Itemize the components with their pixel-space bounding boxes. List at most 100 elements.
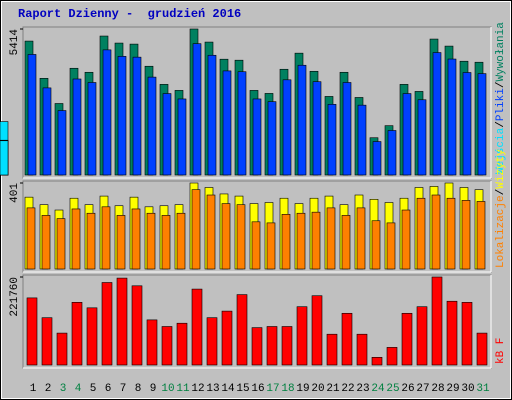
- bar: [462, 72, 472, 176]
- legend-entry: kB F: [495, 338, 507, 364]
- bar: [56, 332, 68, 366]
- bar: [297, 64, 307, 176]
- bar: [206, 194, 216, 270]
- bar: [311, 295, 323, 366]
- bar: [476, 201, 486, 270]
- x-tick-label: 28: [431, 383, 444, 395]
- bar: [431, 276, 443, 366]
- bar: [446, 300, 458, 366]
- bar: [42, 87, 52, 176]
- bar: [372, 141, 382, 176]
- bar: [326, 333, 338, 366]
- bar: [432, 52, 442, 176]
- x-tick-label: 11: [176, 383, 190, 395]
- bar: [116, 277, 128, 366]
- legend-entry: Pliki: [495, 88, 507, 121]
- bar: [326, 207, 336, 270]
- bar: [371, 220, 381, 270]
- bar: [341, 215, 351, 270]
- x-tick-label: 7: [120, 383, 127, 395]
- bar: [147, 76, 157, 176]
- bar: [461, 302, 473, 366]
- x-tick-label: 25: [386, 383, 399, 395]
- bar: [56, 218, 66, 270]
- bar: [177, 98, 187, 176]
- bar: [207, 54, 217, 176]
- bar: [146, 319, 158, 366]
- legend-entry: Wywołania: [495, 22, 507, 82]
- bar: [221, 203, 231, 270]
- bar: [191, 189, 201, 270]
- bar: [206, 317, 218, 366]
- bar: [266, 222, 276, 270]
- bar: [281, 214, 291, 270]
- bar: [461, 200, 471, 270]
- bar: [447, 58, 457, 176]
- bar: [131, 285, 143, 366]
- bar: [341, 312, 353, 366]
- bar: [371, 357, 383, 366]
- x-tick-label: 14: [221, 383, 235, 395]
- bar: [416, 197, 426, 270]
- bar: [191, 288, 203, 366]
- x-tick-label: 10: [161, 383, 174, 395]
- bar: [357, 104, 367, 176]
- bar: [446, 197, 456, 270]
- bar: [236, 204, 246, 270]
- bar: [401, 209, 411, 270]
- x-tick-label: 4: [75, 383, 82, 395]
- x-tick-label: 18: [281, 383, 294, 395]
- x-tick-label: 26: [401, 383, 414, 395]
- bar: [251, 221, 261, 270]
- bar: [57, 110, 67, 176]
- bar: [386, 347, 398, 366]
- bar: [281, 326, 293, 366]
- bar: [312, 81, 322, 176]
- bar: [431, 194, 441, 270]
- x-tick-label: 9: [150, 383, 157, 395]
- bar: [162, 93, 172, 176]
- y-tick-label: 5414: [9, 29, 21, 56]
- bar: [71, 208, 81, 270]
- x-tick-label: 13: [206, 383, 219, 395]
- x-tick-label: 19: [296, 383, 309, 395]
- legend: kB F: [495, 338, 507, 364]
- bar: [41, 317, 53, 366]
- x-tick-label: 2: [45, 383, 52, 395]
- x-tick-label: 31: [476, 383, 490, 395]
- bar: [401, 312, 413, 366]
- x-tick-label: 1: [30, 383, 37, 395]
- x-tick-label: 20: [311, 383, 324, 395]
- legend-entry: Wejścia: [495, 127, 507, 174]
- chart-title: Raport Dzienny - grudzień 2016: [18, 7, 241, 21]
- x-tick-label: 30: [461, 383, 474, 395]
- bar: [342, 82, 352, 176]
- bar: [296, 212, 306, 270]
- bar: [26, 207, 36, 270]
- bar: [86, 212, 96, 270]
- x-tick-label: 21: [326, 383, 340, 395]
- x-tick-label: 8: [135, 383, 142, 395]
- bar: [402, 93, 412, 176]
- bar: [251, 327, 263, 366]
- bar: [146, 212, 156, 270]
- x-tick-label: 12: [191, 383, 204, 395]
- bar: [252, 98, 262, 176]
- bar: [72, 78, 82, 176]
- bar: [176, 212, 186, 270]
- bar: [296, 306, 308, 366]
- bar: [41, 215, 51, 270]
- legend-separator: /: [495, 189, 507, 196]
- bar: [176, 322, 188, 366]
- x-tick-label: 24: [371, 383, 385, 395]
- legend-separator: /: [495, 82, 507, 89]
- bar: [237, 71, 247, 176]
- bar: [476, 332, 488, 366]
- legend: Wejścia/Pliki/Wywołania: [495, 22, 507, 174]
- bar: [116, 215, 126, 270]
- bar: [132, 56, 142, 176]
- x-tick-label: 5: [90, 383, 97, 395]
- legend-entry: Wizyty: [495, 149, 507, 189]
- bar: [26, 297, 38, 366]
